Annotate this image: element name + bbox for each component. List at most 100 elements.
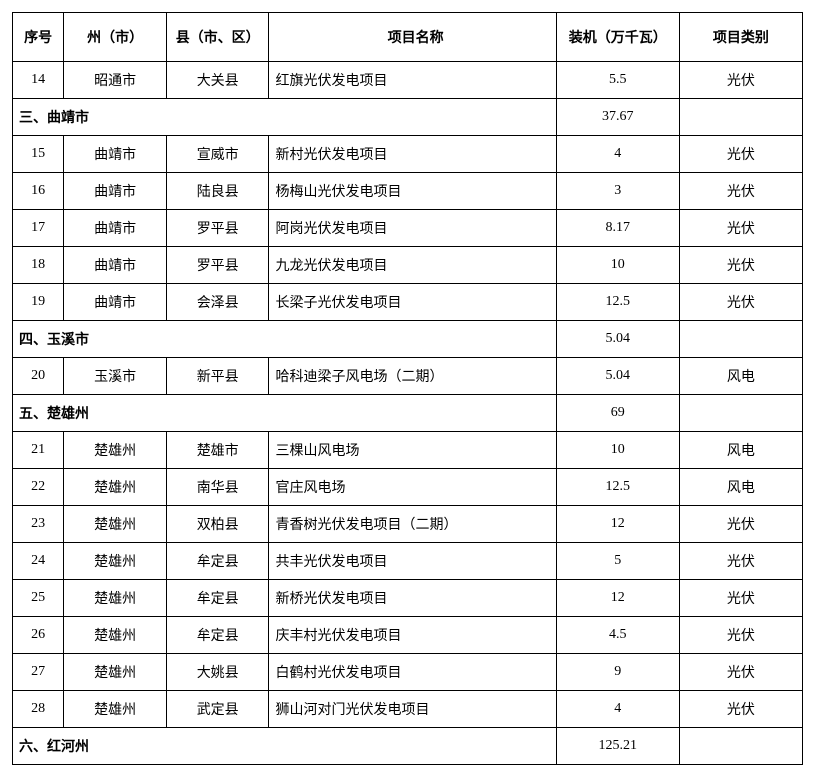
cell-type: 光伏: [679, 173, 802, 210]
cell-seq: 17: [13, 210, 64, 247]
cell-capacity: 10: [556, 247, 679, 284]
header-city: 州（市）: [64, 13, 167, 62]
cell-name: 九龙光伏发电项目: [269, 247, 556, 284]
cell-seq: 23: [13, 506, 64, 543]
cell-city: 昭通市: [64, 62, 167, 99]
cell-capacity: 3: [556, 173, 679, 210]
cell-capacity: 4: [556, 691, 679, 728]
cell-county: 牟定县: [166, 580, 269, 617]
table-row: 15曲靖市宣威市新村光伏发电项目4光伏: [13, 136, 803, 173]
cell-city: 楚雄州: [64, 691, 167, 728]
cell-city: 曲靖市: [64, 247, 167, 284]
table-row: 18曲靖市罗平县九龙光伏发电项目10光伏: [13, 247, 803, 284]
cell-name: 哈科迪梁子风电场（二期）: [269, 358, 556, 395]
cell-seq: 25: [13, 580, 64, 617]
cell-type: 光伏: [679, 654, 802, 691]
cell-seq: 26: [13, 617, 64, 654]
section-row: 三、曲靖市37.67: [13, 99, 803, 136]
header-name: 项目名称: [269, 13, 556, 62]
table-row: 20玉溪市新平县哈科迪梁子风电场（二期）5.04风电: [13, 358, 803, 395]
cell-seq: 21: [13, 432, 64, 469]
cell-city: 曲靖市: [64, 173, 167, 210]
cell-city: 楚雄州: [64, 580, 167, 617]
cell-county: 楚雄市: [166, 432, 269, 469]
cell-name: 阿岗光伏发电项目: [269, 210, 556, 247]
cell-name: 红旗光伏发电项目: [269, 62, 556, 99]
cell-capacity: 12.5: [556, 284, 679, 321]
cell-type: 光伏: [679, 247, 802, 284]
table-row: 25楚雄州牟定县新桥光伏发电项目12光伏: [13, 580, 803, 617]
cell-capacity: 10: [556, 432, 679, 469]
table-row: 22楚雄州南华县官庄风电场12.5风电: [13, 469, 803, 506]
cell-county: 牟定县: [166, 617, 269, 654]
section-type-empty: [679, 395, 802, 432]
section-capacity: 5.04: [556, 321, 679, 358]
cell-seq: 18: [13, 247, 64, 284]
header-county: 县（市、区）: [166, 13, 269, 62]
section-capacity: 37.67: [556, 99, 679, 136]
cell-capacity: 12: [556, 580, 679, 617]
projects-table: 序号 州（市） 县（市、区） 项目名称 装机（万千瓦） 项目类别 14昭通市大关…: [12, 12, 803, 765]
table-row: 23楚雄州双柏县青香树光伏发电项目（二期）12光伏: [13, 506, 803, 543]
section-type-empty: [679, 99, 802, 136]
header-capacity: 装机（万千瓦）: [556, 13, 679, 62]
cell-name: 共丰光伏发电项目: [269, 543, 556, 580]
cell-county: 罗平县: [166, 210, 269, 247]
cell-city: 楚雄州: [64, 617, 167, 654]
cell-county: 武定县: [166, 691, 269, 728]
cell-type: 风电: [679, 469, 802, 506]
header-type: 项目类别: [679, 13, 802, 62]
cell-city: 曲靖市: [64, 210, 167, 247]
table-row: 24楚雄州牟定县共丰光伏发电项目5光伏: [13, 543, 803, 580]
cell-county: 大关县: [166, 62, 269, 99]
cell-county: 牟定县: [166, 543, 269, 580]
table-header-row: 序号 州（市） 县（市、区） 项目名称 装机（万千瓦） 项目类别: [13, 13, 803, 62]
cell-name: 青香树光伏发电项目（二期）: [269, 506, 556, 543]
section-type-empty: [679, 728, 802, 765]
section-label: 六、红河州: [13, 728, 557, 765]
cell-capacity: 9: [556, 654, 679, 691]
section-row: 四、玉溪市5.04: [13, 321, 803, 358]
cell-capacity: 5: [556, 543, 679, 580]
cell-type: 光伏: [679, 580, 802, 617]
cell-county: 大姚县: [166, 654, 269, 691]
cell-name: 官庄风电场: [269, 469, 556, 506]
cell-seq: 19: [13, 284, 64, 321]
cell-type: 风电: [679, 432, 802, 469]
cell-county: 陆良县: [166, 173, 269, 210]
table-row: 28楚雄州武定县狮山河对门光伏发电项目4光伏: [13, 691, 803, 728]
cell-type: 光伏: [679, 136, 802, 173]
header-seq: 序号: [13, 13, 64, 62]
cell-name: 狮山河对门光伏发电项目: [269, 691, 556, 728]
cell-city: 曲靖市: [64, 284, 167, 321]
table-row: 19曲靖市会泽县长梁子光伏发电项目12.5光伏: [13, 284, 803, 321]
cell-seq: 22: [13, 469, 64, 506]
cell-name: 白鹤村光伏发电项目: [269, 654, 556, 691]
cell-county: 罗平县: [166, 247, 269, 284]
section-label: 五、楚雄州: [13, 395, 557, 432]
table-row: 27楚雄州大姚县白鹤村光伏发电项目9光伏: [13, 654, 803, 691]
cell-type: 光伏: [679, 62, 802, 99]
cell-county: 会泽县: [166, 284, 269, 321]
cell-name: 新桥光伏发电项目: [269, 580, 556, 617]
section-label: 四、玉溪市: [13, 321, 557, 358]
section-capacity: 69: [556, 395, 679, 432]
cell-seq: 28: [13, 691, 64, 728]
cell-capacity: 8.17: [556, 210, 679, 247]
cell-capacity: 4.5: [556, 617, 679, 654]
cell-type: 光伏: [679, 284, 802, 321]
cell-county: 宣威市: [166, 136, 269, 173]
cell-name: 杨梅山光伏发电项目: [269, 173, 556, 210]
cell-city: 楚雄州: [64, 654, 167, 691]
table-row: 17曲靖市罗平县阿岗光伏发电项目8.17光伏: [13, 210, 803, 247]
cell-capacity: 12: [556, 506, 679, 543]
cell-capacity: 5.5: [556, 62, 679, 99]
cell-county: 双柏县: [166, 506, 269, 543]
cell-seq: 16: [13, 173, 64, 210]
cell-seq: 27: [13, 654, 64, 691]
cell-seq: 14: [13, 62, 64, 99]
section-type-empty: [679, 321, 802, 358]
cell-city: 楚雄州: [64, 432, 167, 469]
cell-seq: 20: [13, 358, 64, 395]
table-row: 16曲靖市陆良县杨梅山光伏发电项目3光伏: [13, 173, 803, 210]
